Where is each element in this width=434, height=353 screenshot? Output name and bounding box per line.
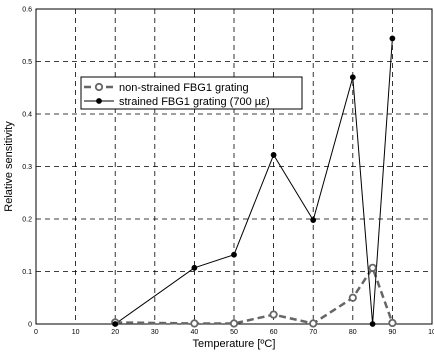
y-tick-label: 0.1	[22, 269, 32, 276]
data-point	[368, 263, 377, 272]
legend-marker-strained	[96, 98, 102, 104]
x-tick-label: 60	[270, 329, 278, 336]
legend: non-strained FBG1 grating strained FBG1 …	[80, 76, 303, 110]
y-tick-label: 0.5	[22, 59, 32, 66]
x-tick-label: 30	[151, 329, 159, 336]
y-tick-label: 0.6	[22, 7, 32, 14]
data-point	[369, 321, 376, 327]
data-point	[270, 152, 277, 158]
data-point	[348, 293, 357, 302]
y-axis-ticks: 0 0.1 0.2 0.3 0.4 0.5 0.6	[22, 7, 32, 329]
x-tick-label: 80	[349, 329, 357, 336]
x-tick-label: 20	[111, 329, 119, 336]
x-tick-label: 10	[72, 329, 80, 336]
data-point	[231, 251, 237, 258]
legend-marker-non-strained	[94, 82, 104, 92]
data-point	[112, 321, 119, 327]
legend-entry-non-strained: non-strained FBG1 grating	[119, 82, 249, 94]
data-point	[310, 217, 317, 223]
y-tick-label: 0.3	[22, 164, 32, 171]
x-axis-ticks: 0 10 20 30 40 50 60 70 80 90 10	[34, 329, 434, 336]
x-tick-label: 70	[309, 329, 317, 336]
series-line-1	[114, 38, 393, 325]
x-axis-label: Temperature [ºC]	[193, 338, 276, 350]
x-tick-label: 40	[191, 329, 199, 336]
x-tick-label: 90	[389, 329, 397, 336]
y-tick-label: 0.4	[22, 112, 32, 119]
series-points	[111, 35, 397, 328]
x-tick-label: 50	[230, 329, 238, 336]
data-point	[309, 319, 318, 328]
legend-box	[80, 76, 303, 110]
data-point	[388, 318, 397, 328]
data-point	[229, 319, 239, 328]
series-lines	[114, 38, 394, 325]
series-line-0	[115, 265, 394, 325]
grid	[36, 9, 432, 324]
data-point	[389, 35, 396, 42]
data-point	[190, 319, 199, 328]
x-tick-label: 0	[34, 329, 38, 336]
legend-entry-strained: strained FBG1 grating (700 µε)	[119, 96, 270, 108]
x-tick-label: 10	[428, 329, 434, 336]
y-axis-label: Relative sensitivity	[3, 121, 15, 212]
y-tick-label: 0.2	[22, 217, 32, 224]
data-point	[191, 264, 198, 271]
data-point	[269, 310, 278, 319]
data-point	[349, 74, 356, 81]
y-tick-label: 0	[28, 322, 32, 329]
